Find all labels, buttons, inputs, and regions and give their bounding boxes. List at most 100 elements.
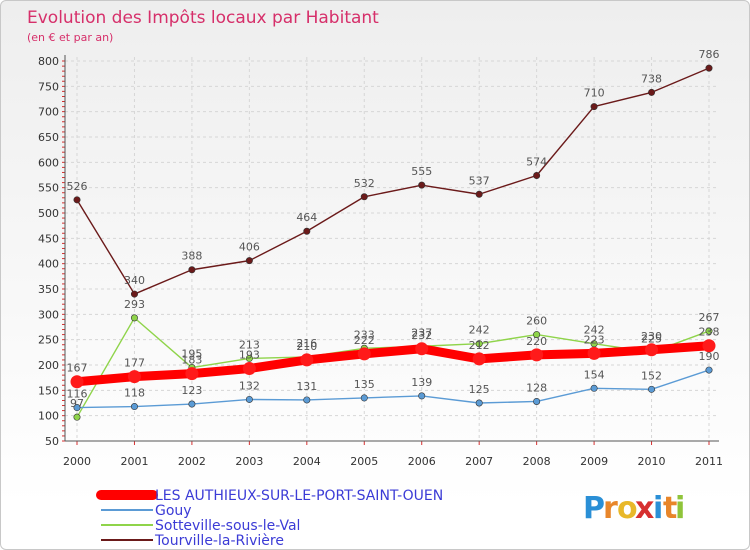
data-label-1: 116 (67, 388, 88, 401)
x-tick-label: 2007 (465, 455, 493, 468)
y-tick-label: 350 (38, 283, 59, 296)
data-label-3: 710 (584, 87, 605, 100)
series-line-3 (76, 67, 710, 295)
data-label-2: 267 (699, 311, 720, 324)
data-label-3: 738 (641, 72, 662, 85)
logo-letter: i (675, 491, 685, 526)
data-point-1 (73, 404, 81, 412)
data-point-0 (357, 347, 371, 361)
data-point-0 (472, 352, 486, 366)
data-label-1: 128 (526, 381, 547, 394)
legend-label-2: Sotteville-sous-le-Val (155, 518, 300, 534)
data-point-3 (418, 181, 426, 189)
data-label-2: 216 (296, 337, 317, 350)
data-label-2: 213 (239, 338, 260, 351)
x-tick-label: 2002 (178, 455, 206, 468)
data-label-3: 526 (67, 180, 88, 193)
chart-title: Evolution des Impôts locaux par Habitant (27, 8, 379, 28)
data-label-2: 233 (354, 328, 375, 341)
x-tick-label: 2003 (235, 455, 263, 468)
series-layer (70, 64, 716, 421)
data-label-3: 388 (181, 250, 202, 263)
data-label-3: 406 (239, 241, 260, 254)
data-label-1: 125 (469, 383, 490, 396)
data-label-0: 238 (699, 326, 720, 339)
x-tick-label: 2004 (293, 455, 321, 468)
data-point-1 (360, 394, 368, 402)
data-label-0: 212 (469, 339, 490, 352)
data-label-3: 340 (124, 274, 145, 287)
y-tick-label: 450 (38, 232, 59, 245)
series-line-0 (72, 341, 714, 387)
logo-letter: x (635, 491, 654, 526)
data-label-0: 167 (67, 362, 88, 375)
data-label-0: 220 (526, 335, 547, 348)
data-point-0 (300, 353, 314, 367)
x-tick-label: 2005 (350, 455, 378, 468)
axes: 50 100 150 200 250 300 350 400 450 500 550 600 650 70… (38, 55, 723, 468)
chart-subtitle: (en € et par an) (27, 31, 113, 44)
y-tick-label: 600 (38, 156, 59, 169)
data-point-0 (70, 375, 84, 389)
data-label-1: 118 (124, 387, 145, 400)
data-point-3 (648, 88, 656, 96)
data-point-0 (185, 367, 199, 381)
data-label-2: 237 (411, 326, 432, 339)
logo-letter: i (653, 491, 663, 526)
grid (65, 57, 719, 442)
legend-label-1: Gouy (155, 503, 192, 519)
data-label-2: 242 (584, 324, 605, 337)
y-tick-label: 700 (38, 106, 59, 119)
y-tick-label: 500 (38, 207, 59, 220)
data-label-3: 574 (526, 156, 547, 169)
data-label-3: 464 (296, 211, 317, 224)
x-tick-label: 2000 (63, 455, 91, 468)
data-label-2: 195 (181, 348, 202, 361)
data-label-2: 225 (641, 332, 662, 345)
data-label-3: 537 (469, 174, 490, 187)
data-point-1 (648, 385, 656, 393)
data-point-2 (130, 314, 138, 322)
x-tick-label: 2008 (523, 455, 551, 468)
data-label-1: 152 (641, 369, 662, 382)
data-label-0: 177 (124, 357, 145, 370)
data-label-0: 210 (296, 340, 317, 353)
data-label-2: 260 (526, 315, 547, 328)
y-tick-label: 750 (38, 80, 59, 93)
logo-letter: P (583, 491, 605, 526)
data-label-3: 532 (354, 177, 375, 190)
data-labels: 167 177 183 193 210 222 232 212 220 223 230 238 116 1… (67, 48, 720, 410)
data-label-0: 223 (584, 333, 605, 346)
data-label-2: 293 (124, 298, 145, 311)
data-label-2: 97 (70, 397, 84, 410)
data-point-1 (705, 366, 713, 374)
data-point-1 (418, 392, 426, 400)
legend: LES AUTHIEUX-SUR-LE-PORT-SAINT-OUENGouyS… (96, 488, 443, 549)
data-point-0 (702, 339, 716, 353)
x-tick-label: 2010 (638, 455, 666, 468)
x-tick-label: 2011 (695, 455, 723, 468)
data-label-1: 132 (239, 379, 260, 392)
y-tick-label: 800 (38, 55, 59, 68)
data-point-1 (303, 396, 311, 404)
data-point-1 (188, 400, 196, 408)
data-point-1 (590, 384, 598, 392)
data-point-3 (360, 193, 368, 201)
data-point-3 (130, 290, 138, 298)
data-label-1: 135 (354, 378, 375, 391)
data-point-0 (415, 342, 429, 356)
series-line-1 (76, 369, 710, 409)
y-tick-label: 650 (38, 131, 59, 144)
data-label-1: 190 (699, 350, 720, 363)
y-tick-label: 300 (38, 308, 59, 321)
series-line-2 (76, 317, 710, 418)
data-label-0: 193 (239, 349, 260, 362)
data-point-3 (590, 103, 598, 111)
data-point-0 (242, 362, 256, 376)
proxiti-logo: Pr oxi ti (583, 491, 685, 526)
data-label-0: 222 (354, 334, 375, 347)
y-tick-label: 50 (45, 435, 59, 448)
data-label-1: 139 (411, 376, 432, 389)
